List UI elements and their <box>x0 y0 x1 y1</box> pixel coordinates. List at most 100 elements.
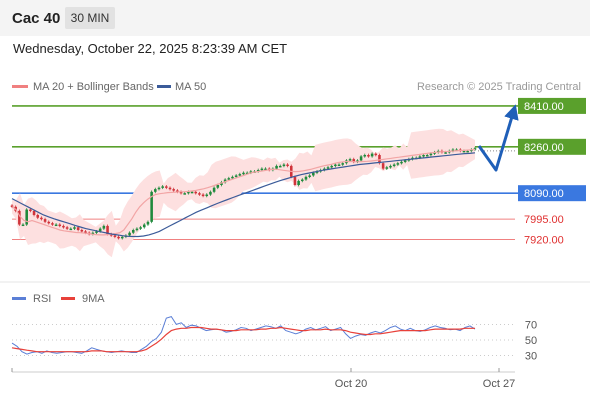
price-level-label: 7920.00 <box>524 235 564 247</box>
candle <box>293 176 297 185</box>
candle <box>286 164 289 167</box>
candle <box>308 175 311 177</box>
candle <box>190 191 194 194</box>
candle <box>18 210 21 225</box>
candle <box>227 178 231 180</box>
candle <box>418 156 422 158</box>
candle <box>381 163 385 169</box>
x-label-oct20: Oct 20 <box>335 378 367 390</box>
candle <box>341 163 345 165</box>
candle <box>301 179 304 182</box>
candle <box>142 224 146 228</box>
candle <box>367 155 370 157</box>
candle <box>400 161 403 164</box>
candle <box>47 221 51 224</box>
price-level-box <box>518 97 586 114</box>
price-level-box <box>518 138 586 155</box>
candle <box>466 150 469 153</box>
candle <box>297 180 300 185</box>
candle <box>95 231 98 233</box>
candle <box>73 227 76 229</box>
candle <box>392 164 396 167</box>
candle <box>425 155 429 157</box>
candle <box>187 191 190 194</box>
rsi-ma-legend-label: 9MA <box>82 293 105 305</box>
candle <box>352 159 356 162</box>
candle <box>80 230 84 232</box>
candle <box>183 193 186 195</box>
symbol-title: Cac 40 <box>12 10 61 27</box>
rsi-legend-swatch <box>12 297 26 300</box>
candle <box>245 172 249 175</box>
rsi-legend: RSI 9MA <box>12 293 105 305</box>
rsi-tick-label: 70 <box>525 319 537 331</box>
candle <box>473 148 477 150</box>
candle <box>113 235 117 237</box>
candle <box>396 163 400 165</box>
candle <box>323 168 326 171</box>
candle <box>370 153 374 157</box>
candle <box>36 215 40 218</box>
candle <box>433 152 436 154</box>
candle <box>40 217 43 220</box>
candle <box>403 160 407 162</box>
rsi-ma-legend-swatch <box>61 297 75 300</box>
candle <box>176 190 179 192</box>
candle <box>385 167 389 169</box>
price-level-label: 8410.00 <box>524 101 564 113</box>
rsi-tick-label: 50 <box>525 335 537 347</box>
candle <box>334 164 337 167</box>
candle <box>216 185 220 188</box>
candle <box>172 189 175 191</box>
candle <box>109 234 113 236</box>
ma50-line <box>11 152 476 238</box>
candle <box>348 159 352 161</box>
candle <box>139 227 142 229</box>
rsi-tick-label: 30 <box>525 351 537 363</box>
timeframe-badge[interactable]: 30 MIN <box>65 7 115 29</box>
candle <box>256 170 260 172</box>
candle <box>462 150 466 153</box>
ma20-line <box>11 148 476 236</box>
candle <box>304 176 308 180</box>
candle <box>389 165 392 168</box>
candle <box>54 224 58 227</box>
ma20-legend-label: MA 20 + Bollinger Bands <box>33 81 154 93</box>
candle <box>29 209 32 212</box>
candle <box>154 189 157 192</box>
candle <box>179 191 183 194</box>
candle <box>312 172 315 176</box>
candle <box>69 228 73 231</box>
candle <box>128 232 131 236</box>
candle <box>264 168 267 171</box>
candle <box>120 236 124 239</box>
price-level-label: 8260.00 <box>524 142 564 154</box>
datetime-label: Wednesday, October 22, 2025 8:23:39 AM C… <box>13 41 288 56</box>
candle <box>157 187 161 190</box>
candle <box>58 224 62 227</box>
candle <box>242 172 245 175</box>
candle <box>65 227 69 229</box>
candle <box>84 231 87 233</box>
candle <box>51 223 54 225</box>
candle <box>234 175 238 177</box>
candle <box>91 232 95 235</box>
candle <box>168 187 172 190</box>
ma50-legend-label: MA 50 <box>175 81 206 93</box>
candle <box>205 194 209 197</box>
candle <box>326 167 330 169</box>
candle <box>278 165 282 168</box>
time-axis: Oct 20 Oct 27 <box>11 368 515 390</box>
candle <box>378 155 381 164</box>
candle <box>374 153 378 156</box>
candle <box>282 164 286 167</box>
candle <box>330 165 333 168</box>
candle <box>21 224 25 227</box>
candle <box>10 205 14 207</box>
candle <box>315 171 319 173</box>
price-level-box <box>518 185 586 202</box>
rsi-legend-label: RSI <box>33 293 51 305</box>
candle <box>429 153 433 156</box>
candle <box>422 155 425 157</box>
